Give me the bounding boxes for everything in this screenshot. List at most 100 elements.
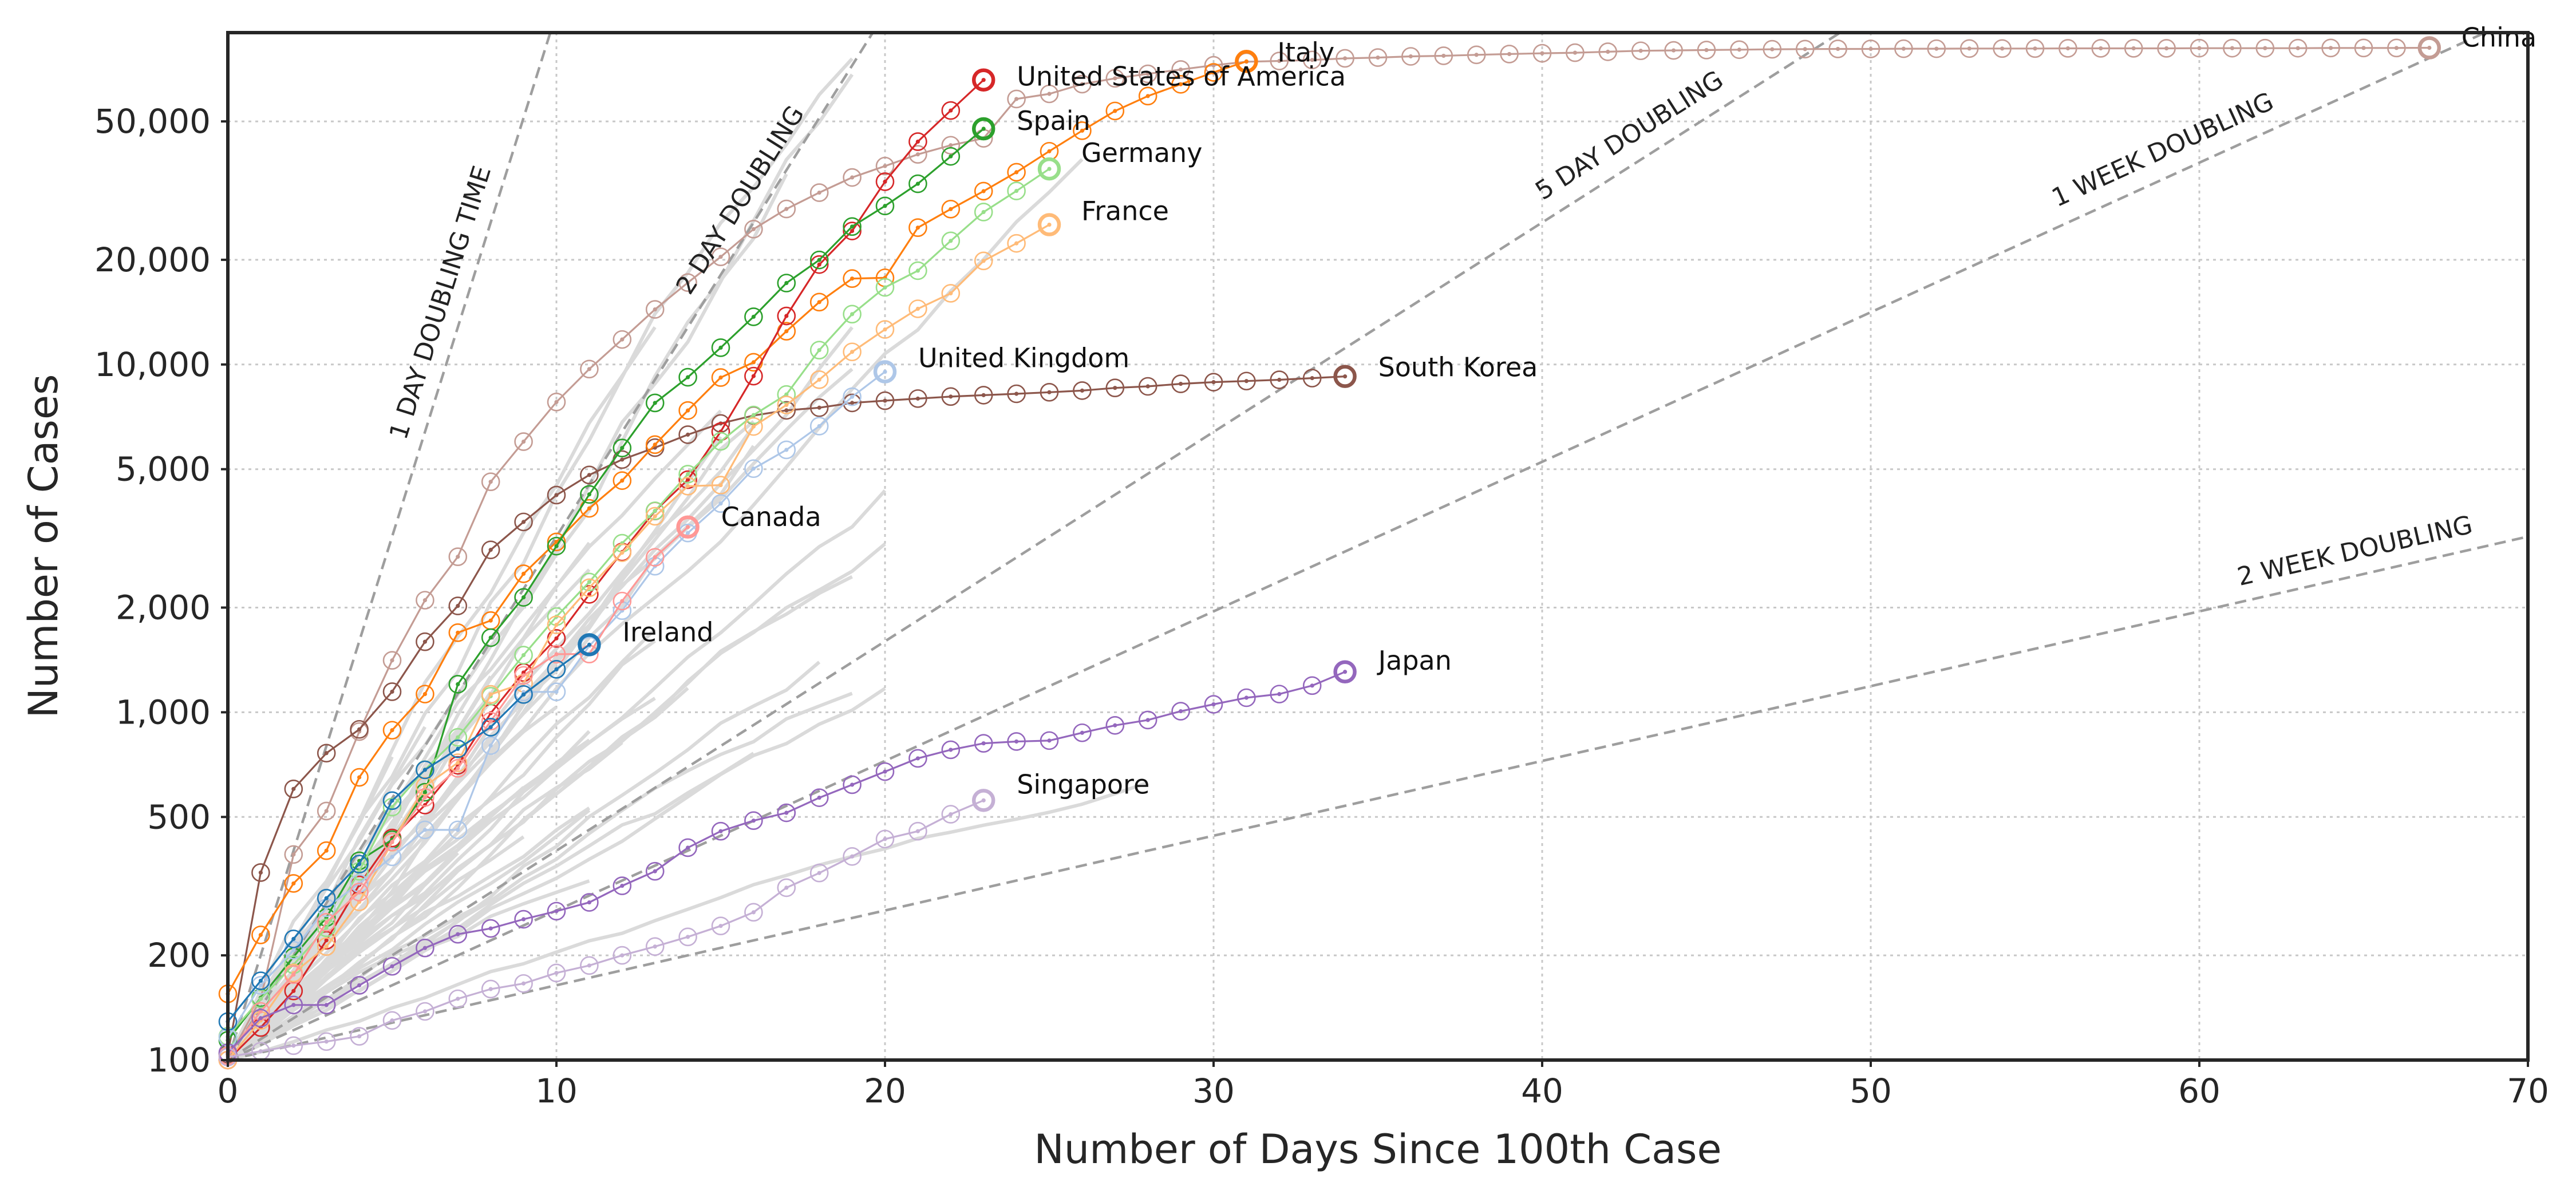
data-point-center xyxy=(554,636,559,640)
data-point-center xyxy=(686,935,690,939)
data-point-center xyxy=(456,932,460,936)
country-label: Germany xyxy=(1081,137,1202,168)
data-point-center xyxy=(422,784,428,789)
data-point xyxy=(416,591,434,610)
data-point-center xyxy=(620,599,625,603)
doubling-guide-line xyxy=(228,535,2528,1060)
data-point-center xyxy=(686,408,690,413)
x-tick-label: 10 xyxy=(535,1071,578,1110)
country-label: Italy xyxy=(1277,37,1334,68)
data-point xyxy=(284,995,303,1015)
data-point-center xyxy=(981,798,986,802)
data-point-center xyxy=(390,798,394,803)
data-point-center xyxy=(981,126,986,131)
data-point-center xyxy=(1047,167,1052,171)
data-point-center xyxy=(751,227,756,231)
data-point-center xyxy=(2427,45,2432,50)
data-point-center xyxy=(653,944,657,949)
y-tick-label: 100 xyxy=(147,1041,211,1080)
data-point xyxy=(974,181,993,201)
data-point-center xyxy=(258,983,263,988)
data-point xyxy=(711,247,730,266)
data-point-center xyxy=(883,837,887,841)
data-point-center xyxy=(554,909,559,914)
data-point-center xyxy=(718,829,723,833)
data-point-center xyxy=(817,424,821,429)
data-point-center xyxy=(915,268,920,273)
data-point xyxy=(1007,181,1026,200)
data-point xyxy=(1368,48,1388,67)
data-point-center xyxy=(686,845,690,850)
data-point xyxy=(941,387,961,406)
data-point xyxy=(645,507,665,526)
data-point xyxy=(908,132,927,151)
data-point xyxy=(678,425,697,444)
data-point-center xyxy=(324,1039,329,1044)
data-point xyxy=(514,685,533,704)
data-point-center xyxy=(456,766,460,770)
data-point-center xyxy=(1244,379,1249,383)
data-point xyxy=(2059,39,2077,58)
data-point xyxy=(613,946,632,965)
data-point-center xyxy=(324,751,329,756)
data-point xyxy=(382,832,402,852)
data-point-center xyxy=(751,819,756,823)
data-point-center xyxy=(883,204,887,208)
data-point-center xyxy=(784,408,789,413)
data-point xyxy=(1302,50,1322,70)
data-point-center xyxy=(850,854,855,859)
data-point-center xyxy=(291,1003,296,1007)
background-country-line xyxy=(228,409,722,1060)
data-point-center xyxy=(422,795,428,800)
data-point-center xyxy=(258,932,263,937)
data-point-center xyxy=(1573,50,1577,55)
data-point-center xyxy=(521,692,526,697)
data-point-center xyxy=(915,226,920,230)
data-point xyxy=(2387,38,2406,58)
data-point-center xyxy=(2230,46,2234,50)
data-point-center xyxy=(324,938,329,943)
data-point-center xyxy=(554,667,559,671)
data-point-center xyxy=(587,642,591,647)
series-end-point xyxy=(1235,50,1258,73)
data-point-center xyxy=(981,78,986,82)
data-point-center xyxy=(850,276,855,281)
data-point-center xyxy=(686,472,690,476)
data-point-center xyxy=(850,175,855,180)
data-point-center xyxy=(686,280,690,285)
data-point xyxy=(809,341,829,359)
series-end-point xyxy=(971,117,995,141)
data-point xyxy=(1795,39,1815,59)
data-point-center xyxy=(587,506,591,511)
data-point xyxy=(1040,84,1059,104)
data-point-center xyxy=(258,978,263,983)
data-point-center xyxy=(390,840,394,844)
data-point-center xyxy=(1179,709,1183,714)
data-point xyxy=(1138,64,1157,84)
data-point-center xyxy=(1179,82,1183,86)
data-point-center xyxy=(915,756,920,761)
data-point-center xyxy=(949,394,953,399)
data-point xyxy=(875,829,895,849)
data-point xyxy=(1302,369,1322,388)
data-point xyxy=(744,417,763,436)
data-point xyxy=(809,255,829,274)
data-point-center xyxy=(751,413,756,417)
data-point xyxy=(284,930,303,948)
data-point-center xyxy=(1145,718,1150,722)
data-point-center xyxy=(1211,702,1216,707)
data-point xyxy=(613,876,632,895)
data-point-center xyxy=(456,746,460,751)
data-point xyxy=(908,174,927,193)
data-point-center xyxy=(488,692,493,697)
data-point-center xyxy=(554,652,559,657)
data-point xyxy=(843,387,862,406)
data-point xyxy=(547,485,566,505)
data-point xyxy=(448,753,468,772)
data-point xyxy=(514,432,533,451)
data-point-center xyxy=(850,394,855,399)
data-point-center xyxy=(784,885,789,890)
x-tick-label: 60 xyxy=(2178,1071,2221,1110)
data-point xyxy=(1434,46,1453,65)
data-point-center xyxy=(1672,48,1676,53)
